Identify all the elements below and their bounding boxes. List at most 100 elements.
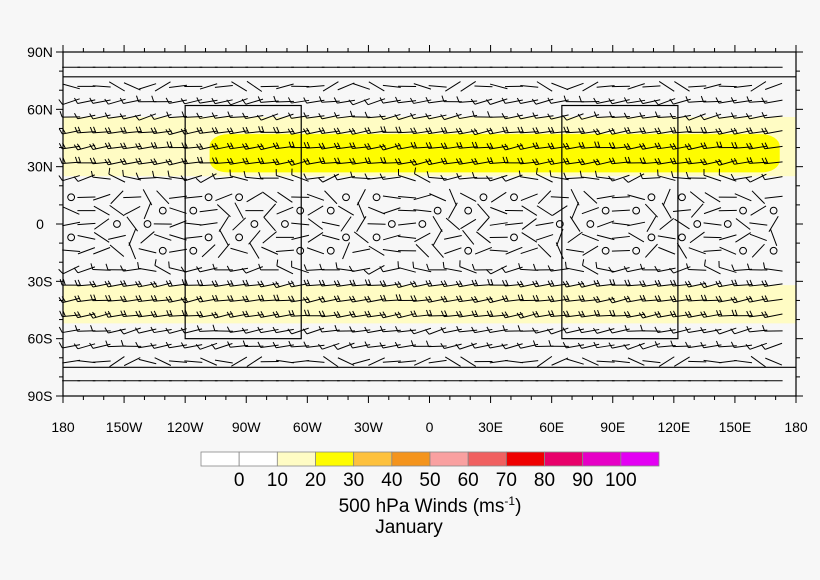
barb-feather xyxy=(305,296,311,303)
barb-feather xyxy=(123,295,127,302)
wind-barb xyxy=(520,84,539,88)
barb-shaft xyxy=(169,99,187,104)
barb-shaft xyxy=(734,193,752,202)
y-tick-label-5: 60S xyxy=(28,331,53,347)
barb-feather xyxy=(532,340,537,347)
calm-circle xyxy=(555,220,564,228)
barb-shaft xyxy=(398,174,416,182)
wind-barb xyxy=(364,341,386,348)
wind-barb xyxy=(398,360,417,363)
barb-feather xyxy=(596,128,601,135)
barb-feather xyxy=(211,157,216,164)
wind-barb xyxy=(623,112,646,119)
wind-barb xyxy=(749,233,767,242)
wind-barb xyxy=(379,311,401,319)
wind-barb xyxy=(501,97,523,104)
barb-shaft xyxy=(750,355,766,368)
barb-shaft xyxy=(382,195,401,200)
barb-feather xyxy=(639,172,643,179)
wind-barb xyxy=(379,173,401,180)
wind-barb xyxy=(93,231,110,243)
barb-feather xyxy=(242,280,246,287)
wind-barb xyxy=(201,244,216,258)
wind-barb xyxy=(138,83,157,90)
barb-feather xyxy=(287,328,293,335)
barb-feather xyxy=(92,143,97,150)
barb-shaft xyxy=(718,99,737,104)
barb-feather xyxy=(566,295,570,302)
wind-barb xyxy=(751,243,765,258)
barb-shaft xyxy=(535,221,554,227)
barb-feather xyxy=(562,143,567,150)
barb-feather xyxy=(470,98,476,105)
wind-barb xyxy=(232,217,247,231)
barb-feather xyxy=(333,280,338,287)
barb-feather xyxy=(226,142,231,150)
barb-shaft xyxy=(672,209,691,212)
barb-shaft xyxy=(460,356,477,367)
barb-feather xyxy=(181,279,185,286)
barb-shaft xyxy=(428,176,447,180)
wind-barb xyxy=(593,296,615,303)
barb-feather xyxy=(291,260,293,268)
x-tick-label-5: 30W xyxy=(354,419,384,435)
wind-barb xyxy=(318,113,340,120)
wind-barb xyxy=(135,157,157,165)
wind-barb xyxy=(474,85,493,88)
wind-barb xyxy=(262,231,277,244)
barb-feather xyxy=(733,296,738,303)
wind-barb xyxy=(119,113,142,120)
barb-feather xyxy=(734,141,738,149)
barb-feather xyxy=(501,144,506,151)
barb-feather xyxy=(272,282,277,288)
barb-feather xyxy=(333,128,338,135)
barb-shaft xyxy=(581,357,599,366)
wind-barb xyxy=(582,81,599,92)
wind-barb xyxy=(58,326,81,334)
wind-barb xyxy=(501,143,523,151)
barb-shaft xyxy=(128,242,137,260)
barb-feather xyxy=(699,282,705,288)
wind-barb xyxy=(58,265,80,275)
barb-shaft xyxy=(307,232,324,243)
barb-feather xyxy=(364,143,369,150)
barb-feather xyxy=(443,280,448,287)
calm-circle xyxy=(693,220,702,228)
barb-feather xyxy=(627,279,631,286)
colorbar-swatch-8 xyxy=(505,451,545,467)
barb-feather xyxy=(458,127,463,134)
barb-shaft xyxy=(688,247,706,255)
barb-shaft xyxy=(321,221,340,227)
barb-shaft xyxy=(413,357,431,366)
barb-feather xyxy=(733,127,738,134)
barb-shaft xyxy=(230,329,249,333)
barb-feather xyxy=(138,310,143,317)
wind-barb xyxy=(257,143,279,151)
wind-barb xyxy=(428,85,447,88)
wind-barb xyxy=(352,83,370,90)
barb-feather xyxy=(318,280,323,287)
barb-feather xyxy=(516,312,522,319)
barb-shaft xyxy=(263,216,276,232)
wind-barb xyxy=(532,112,554,119)
wind-barb xyxy=(532,158,554,166)
x-tick-labels: 180 150W 120W 90W 60W 30W 0 30E 60E 90E 120E 150E 18… xyxy=(51,419,808,435)
wind-barb xyxy=(150,295,172,302)
barb-feather xyxy=(688,294,692,301)
barb-feather xyxy=(562,342,567,349)
barb-feather xyxy=(627,127,631,134)
wind-barb xyxy=(93,205,110,216)
barb-shaft xyxy=(734,176,753,181)
wind-barb xyxy=(74,97,96,104)
wind-barb xyxy=(577,158,600,166)
barb-feather xyxy=(90,325,94,332)
barb-feather xyxy=(227,295,231,302)
wind-barb xyxy=(440,280,462,288)
barb-feather xyxy=(703,158,708,165)
barb-feather xyxy=(242,340,246,347)
wind-barb xyxy=(353,231,369,244)
wind-barb xyxy=(410,112,432,120)
wind-barb xyxy=(674,81,690,92)
barb-feather xyxy=(581,295,586,302)
wind-barb xyxy=(426,171,447,180)
